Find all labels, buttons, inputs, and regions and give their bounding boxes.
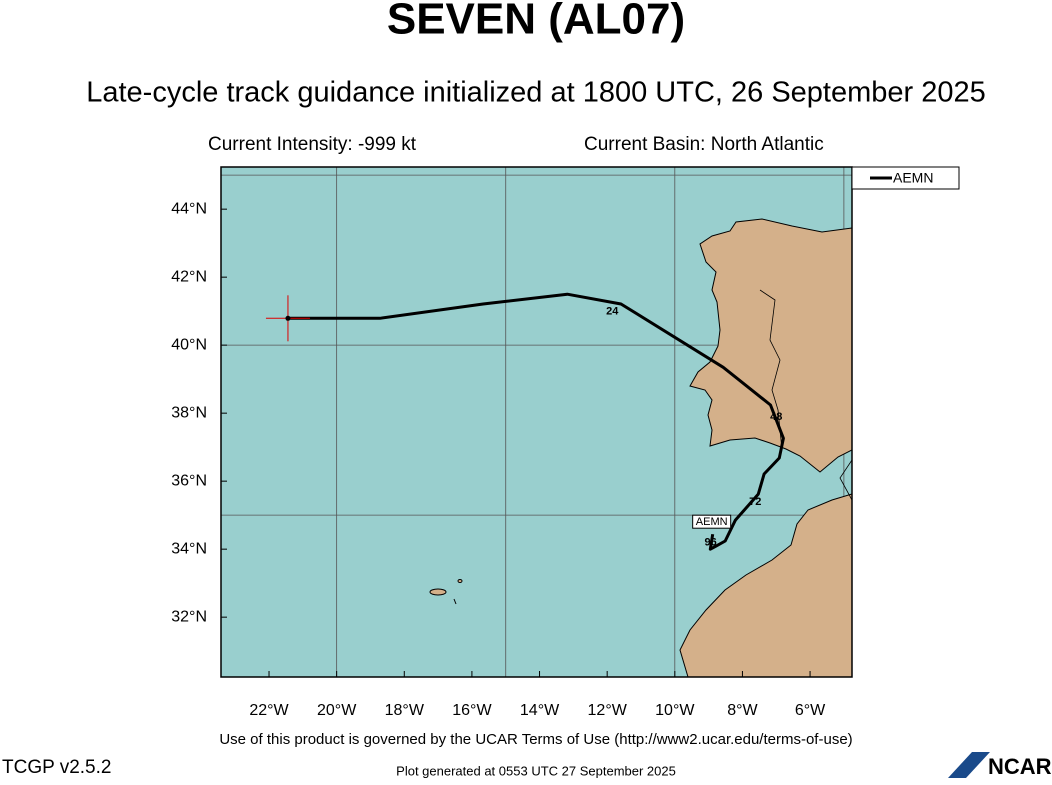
y-tick-label: 36°N [171, 472, 207, 489]
y-tick-label: 44°N [171, 200, 207, 217]
storm-label-box [692, 514, 732, 529]
x-tick-label: 16°W [452, 702, 492, 719]
intensity: Current Intensity: -999 kt [208, 134, 417, 155]
island [453, 598, 457, 605]
ncar-logo: NCAR [948, 752, 1052, 779]
x-tick-label: 6°W [795, 702, 826, 719]
storm-label: AEMN [696, 516, 728, 528]
legend-box [851, 166, 960, 190]
start-point [285, 315, 291, 321]
x-tick-label: 18°W [385, 702, 425, 719]
hour-label: 24 [606, 306, 619, 318]
x-tick-label: 22°W [249, 702, 289, 719]
basin: Current Basin: North Atlantic [584, 134, 824, 155]
x-tick-label: 12°W [588, 702, 628, 719]
subtitle: Late-cycle track guidance initialized at… [86, 77, 986, 109]
y-tick-label: 32°N [171, 608, 207, 625]
land-africa [679, 493, 852, 677]
x-tick-label: 20°W [317, 702, 357, 719]
hour-label: 48 [770, 411, 782, 423]
logo-mark [948, 752, 990, 778]
terms: Use of this product is governed by the U… [219, 731, 852, 748]
track-line [288, 292, 785, 551]
hour-label: 96 [705, 536, 717, 548]
version: TCGP v2.5.2 [2, 757, 111, 778]
y-tick-label: 42°N [171, 268, 207, 285]
island [457, 579, 463, 583]
logo-text: NCAR [988, 754, 1052, 779]
title: SEVEN (AL07) [387, 0, 685, 44]
y-tick-label: 34°N [171, 540, 207, 557]
legend-label: AEMN [893, 170, 933, 186]
island [429, 588, 447, 596]
hour-label: 72 [749, 496, 761, 508]
generated: Plot generated at 0553 UTC 27 September … [396, 763, 676, 778]
x-tick-label: 14°W [520, 702, 560, 719]
y-tick-label: 38°N [171, 404, 207, 421]
border [759, 289, 783, 451]
land-iberia [689, 218, 852, 473]
y-tick-label: 40°N [171, 336, 207, 353]
plot-frame [220, 166, 853, 678]
x-tick-label: 8°W [727, 702, 758, 719]
border [839, 459, 852, 501]
map-area [288, 218, 852, 677]
x-tick-label: 10°W [655, 702, 695, 719]
